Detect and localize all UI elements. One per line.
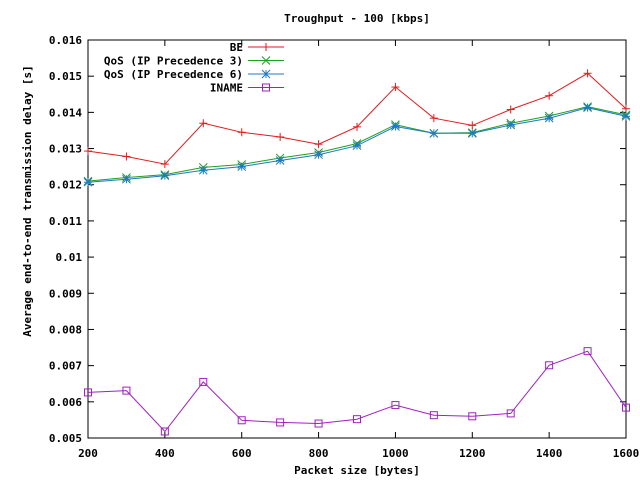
data-point-be [276,132,285,141]
data-point-be [314,140,323,149]
data-point-be [160,160,169,169]
data-point-be [237,128,246,137]
data-point-qos-ip-precedence-6 [237,162,247,171]
data-point-iname [583,347,592,356]
plot-frame [87,39,627,439]
data-point-be [84,147,92,156]
data-point-qos-ip-precedence-6 [83,177,93,187]
data-point-iname [199,377,208,386]
y-tick-label: 0.005 [49,432,82,445]
data-point-iname [237,416,246,425]
data-point-qos-ip-precedence-6 [467,128,477,138]
data-point-be [622,104,630,113]
data-point-iname [314,419,323,428]
legend-label-qos-ip-precedence-6: QoS (IP Precedence 6) [104,68,243,81]
y-tick-label: 0.011 [49,215,82,228]
legend-marker-be [262,43,270,51]
legend-label-iname: INAME [210,82,243,95]
data-point-qos-ip-precedence-6 [583,103,592,113]
x-tick-label: 200 [78,447,98,460]
x-tick-label: 1400 [536,447,563,460]
data-point-iname [622,403,630,412]
data-point-be [429,114,438,123]
y-tick-label: 0.016 [49,34,82,47]
series-line-iname [87,350,627,433]
x-axis-label: Packet size [bytes] [294,464,420,477]
data-point-be [199,119,208,128]
x-tick-label: 800 [309,447,329,460]
y-tick-label: 0.015 [49,70,82,83]
y-tick-label: 0.012 [49,179,82,192]
y-tick-label: 0.007 [49,360,82,373]
data-point-be [506,105,515,114]
x-tick-label: 400 [155,447,175,460]
data-point-iname [468,412,477,421]
y-tick-label: 0.006 [49,396,82,409]
data-point-iname [353,415,361,424]
data-point-qos-ip-precedence-6 [314,150,323,160]
x-tick-label: 1600 [613,447,640,460]
data-point-qos-ip-precedence-6 [160,171,170,181]
data-point-qos-ip-precedence-6 [391,122,400,131]
data-point-qos-ip-precedence-6 [275,156,285,165]
data-point-iname [506,409,515,418]
data-point-qos-ip-precedence-6 [429,128,439,138]
data-point-be [545,91,554,100]
data-point-iname [84,388,92,397]
x-tick-label: 600 [232,447,252,460]
data-point-iname [122,386,131,395]
data-point-iname [160,427,169,436]
y-tick-label: 0.014 [49,106,82,119]
axes: 0.005 0.006 0.007 0.008 0.009 0.01 0.011 0.012 0… [49,34,639,460]
data-point-be [353,122,361,131]
legend-label-qos-ip-precedence-3: QoS (IP Precedence 3) [104,55,243,68]
data-point-be [122,152,131,161]
plot-area [83,69,631,436]
legend-marker-iname [262,83,270,92]
legend-label-be: BE [230,41,243,54]
y-tick-label: 0.008 [49,323,82,336]
y-tick-label: 0.01 [56,251,83,264]
data-point-qos-ip-precedence-6 [544,113,554,123]
data-point-be [391,83,400,92]
legend-marker-qos-ip-precedence-3 [261,56,271,65]
chart-title: Troughput - 100 [kbps] [284,12,430,25]
y-axis-label: Average end-to-end transmission delay [s… [21,65,34,337]
y-tick-label: 0.013 [49,143,82,156]
data-point-iname [276,418,285,427]
data-point-qos-ip-precedence-6 [198,165,208,175]
data-point-iname [391,401,400,410]
y-tick-label: 0.009 [49,287,82,300]
x-tick-label: 1000 [382,447,409,460]
data-point-qos-ip-precedence-6 [621,111,631,121]
data-point-be [468,121,477,130]
x-tick-label: 1200 [459,447,486,460]
data-point-iname [429,411,438,420]
data-point-qos-ip-precedence-6 [352,141,362,151]
data-point-qos-ip-precedence-6 [506,120,516,130]
legend-marker-qos-ip-precedence-6 [261,69,271,79]
data-point-qos-ip-precedence-6 [122,174,131,184]
data-point-iname [545,361,554,370]
data-point-be [583,69,592,78]
